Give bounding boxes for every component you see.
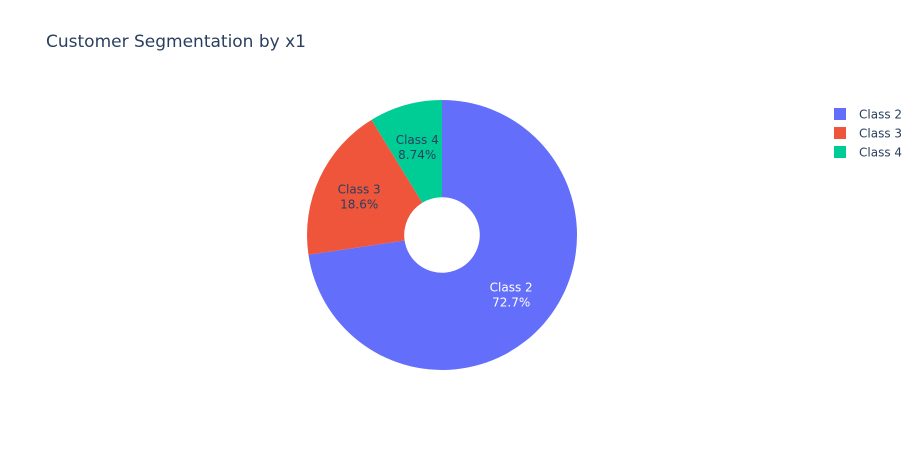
pie-slice-class-2[interactable] <box>308 100 577 370</box>
slice-label-class-2: Class 272.7% <box>490 281 533 310</box>
slice-label-percent: 18.6% <box>340 197 378 211</box>
legend-label: Class 4 <box>859 146 902 160</box>
legend-swatch <box>834 108 846 120</box>
pie-slice-class-4[interactable] <box>371 100 442 203</box>
legend-item-class-4[interactable]: Class 4 <box>834 146 902 160</box>
legend-swatch <box>834 146 846 158</box>
legend-swatch <box>834 127 846 139</box>
legend-label: Class 2 <box>859 108 902 122</box>
pie-slice-class-3[interactable] <box>307 119 423 255</box>
legend-label: Class 3 <box>859 127 902 141</box>
slice-label-class-3: Class 318.6% <box>338 182 381 211</box>
chart-title: Customer Segmentation by x1 <box>46 32 306 52</box>
slice-label-name: Class 3 <box>338 182 381 196</box>
legend-item-class-2[interactable]: Class 2 <box>834 108 902 122</box>
legend: Class 2 Class 3 Class 4 <box>834 108 902 160</box>
slice-labels-layer: Class 272.7% Class 318.6% Class 48.74% <box>338 133 533 310</box>
slice-label-name: Class 2 <box>490 281 533 295</box>
legend-item-class-3[interactable]: Class 3 <box>834 127 902 141</box>
slice-label-name: Class 4 <box>396 133 439 147</box>
slice-label-percent: 72.7% <box>492 296 530 310</box>
slice-label-percent: 8.74% <box>398 148 436 162</box>
slice-label-class-4: Class 48.74% <box>396 133 439 162</box>
slices-layer <box>307 100 577 370</box>
